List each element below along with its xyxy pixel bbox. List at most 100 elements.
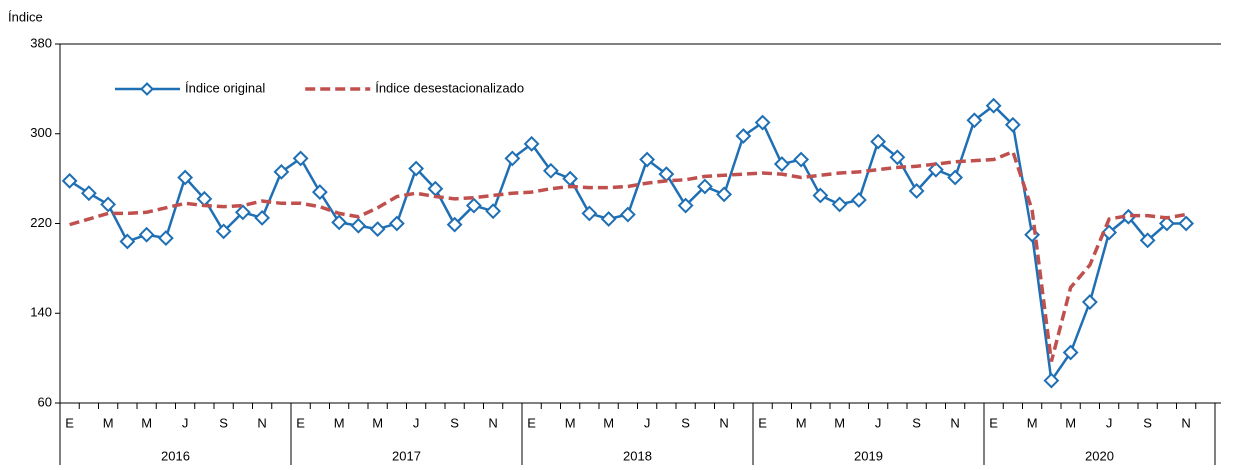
data-point — [1158, 215, 1175, 232]
x-tick-label: E — [65, 415, 74, 430]
x-tick-label: M — [565, 415, 576, 430]
x-tick-label: N — [257, 415, 266, 430]
x-tick-label: M — [603, 415, 614, 430]
x-tick-label: M — [141, 415, 152, 430]
data-point — [639, 151, 656, 168]
y-tick-label: 300 — [30, 125, 52, 140]
legend-label: Índice original — [185, 80, 265, 95]
data-point — [619, 206, 636, 223]
data-point — [812, 187, 829, 204]
y-tick-label: 60 — [38, 394, 52, 409]
data-point — [1178, 215, 1195, 232]
data-point — [138, 226, 155, 243]
data-point — [562, 170, 579, 187]
x-tick-label: S — [912, 415, 921, 430]
data-point — [947, 169, 964, 186]
x-tick-label: E — [527, 415, 536, 430]
data-point — [927, 161, 944, 178]
x-tick-label: J — [413, 415, 420, 430]
x-tick-label: E — [989, 415, 998, 430]
data-point — [1139, 232, 1156, 249]
data-point — [119, 233, 136, 250]
data-point — [1043, 372, 1060, 389]
data-point — [754, 114, 771, 131]
data-point — [446, 216, 463, 233]
x-tick-label: M — [1027, 415, 1038, 430]
data-point — [1101, 224, 1118, 241]
data-point — [80, 185, 97, 202]
series-line — [69, 149, 1187, 362]
data-point — [504, 150, 521, 167]
data-point — [677, 197, 694, 214]
data-point — [523, 135, 540, 152]
year-label: 2020 — [1085, 448, 1114, 463]
data-point — [273, 163, 290, 180]
data-point — [696, 178, 713, 195]
data-point — [292, 150, 309, 167]
data-point — [234, 204, 251, 221]
data-point — [870, 133, 887, 150]
x-tick-label: J — [875, 415, 882, 430]
series-line — [68, 104, 1187, 384]
x-tick-label: S — [450, 415, 459, 430]
data-point — [157, 230, 174, 246]
data-point — [1062, 344, 1079, 361]
x-tick-label: J — [1106, 415, 1113, 430]
x-tick-label: J — [644, 415, 651, 430]
x-tick-label: M — [1065, 415, 1076, 430]
data-point — [850, 192, 867, 208]
x-tick-label: N — [719, 415, 728, 430]
legend-label: Índice desestacionalizado — [375, 80, 524, 95]
data-point — [581, 205, 598, 222]
year-label: 2019 — [854, 448, 883, 463]
y-tick-label: 140 — [30, 305, 52, 320]
data-point — [966, 112, 983, 129]
data-point — [735, 128, 752, 144]
x-tick-label: M — [372, 415, 383, 430]
data-point — [831, 196, 848, 213]
x-tick-label: J — [182, 415, 189, 430]
y-tick-label: 220 — [30, 215, 52, 230]
data-point — [1081, 294, 1098, 310]
data-point — [1024, 226, 1041, 243]
x-tick-label: S — [1143, 415, 1152, 430]
data-point — [600, 211, 617, 227]
x-tick-label: E — [758, 415, 767, 430]
data-point — [985, 97, 1002, 114]
x-tick-label: M — [796, 415, 807, 430]
x-tick-label: M — [834, 415, 845, 430]
x-tick-label: M — [103, 415, 114, 430]
data-point — [388, 215, 405, 232]
x-tick-label: N — [1181, 415, 1190, 430]
data-point — [889, 149, 906, 166]
x-tick-label: S — [681, 415, 690, 430]
data-point — [542, 162, 559, 179]
data-point — [773, 156, 790, 172]
x-tick-label: S — [219, 415, 228, 430]
data-point — [465, 197, 482, 214]
x-tick-label: M — [334, 415, 345, 430]
data-point — [793, 151, 810, 168]
data-point — [100, 196, 117, 213]
year-label: 2017 — [392, 448, 421, 463]
data-point — [350, 217, 367, 234]
data-point — [331, 214, 348, 231]
data-point — [408, 160, 425, 177]
y-axis-title: Índice — [8, 9, 43, 24]
x-tick-label: N — [950, 415, 959, 430]
data-point — [1004, 116, 1021, 133]
x-tick-label: N — [488, 415, 497, 430]
data-point — [215, 223, 232, 240]
x-tick-label: E — [296, 415, 305, 430]
data-point — [485, 203, 502, 220]
legend-marker — [140, 82, 154, 96]
data-point — [369, 221, 386, 238]
data-point — [61, 172, 78, 189]
data-point — [716, 186, 733, 203]
y-tick-label: 380 — [30, 35, 52, 50]
data-point — [311, 184, 328, 201]
year-label: 2016 — [161, 448, 190, 463]
data-point — [254, 209, 271, 226]
data-point — [177, 169, 194, 186]
